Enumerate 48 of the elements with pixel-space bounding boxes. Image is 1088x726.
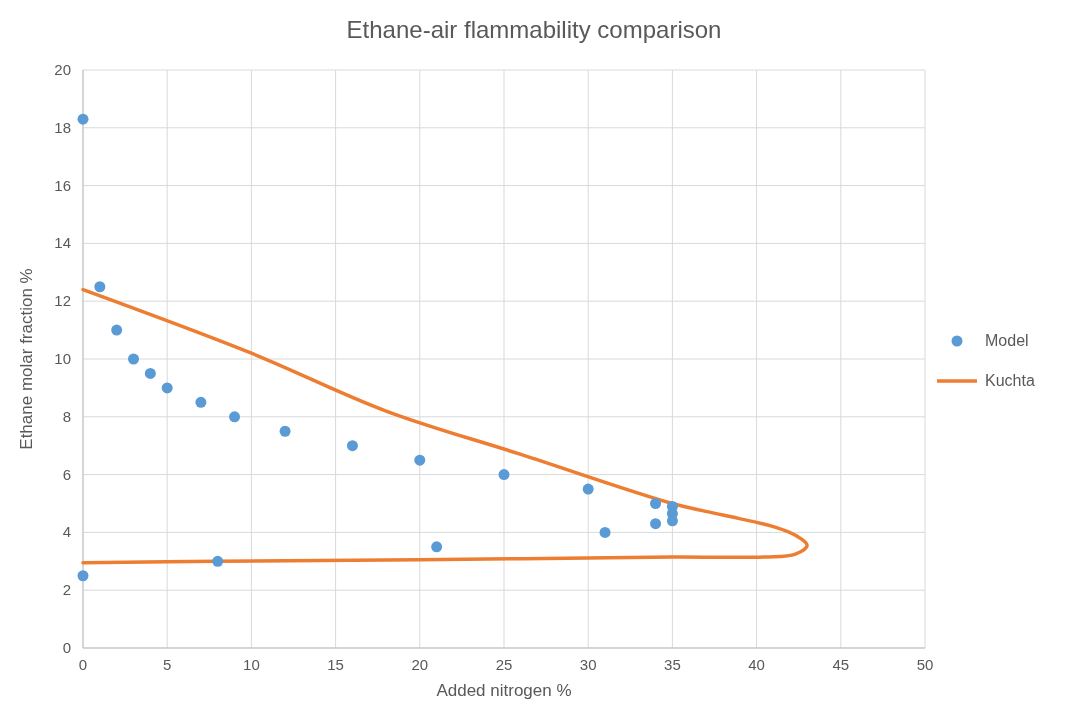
y-axis-title: Ethane molar fraction % — [17, 268, 36, 450]
point — [414, 454, 426, 466]
y-tick-label: 18 — [54, 118, 71, 136]
point — [650, 498, 662, 509]
x-tick-label: 15 — [327, 656, 344, 673]
y-tick-label: 8 — [62, 407, 71, 425]
y-tick-label: 20 — [54, 61, 71, 78]
x-tick-label: 40 — [748, 656, 765, 673]
x-tick-label: 0 — [78, 656, 88, 673]
point — [77, 113, 89, 125]
y-tick-label: 2 — [62, 581, 71, 599]
point — [111, 324, 123, 336]
y-tick-label: 6 — [62, 465, 71, 483]
x-tick-label: 10 — [243, 656, 260, 673]
y-tick-label: 0 — [62, 639, 71, 656]
point — [195, 396, 207, 408]
chart-title: Ethane-air flammability comparison — [346, 16, 722, 43]
x-axis-title: Added nitrogen % — [436, 681, 572, 700]
x-tick-label: 5 — [163, 656, 172, 673]
x-tick-label: 50 — [916, 656, 934, 673]
line-series — [81, 287, 809, 565]
point — [212, 555, 224, 567]
x-tick-label: 25 — [495, 656, 513, 673]
point — [346, 440, 358, 452]
legend-label: Kuchta — [985, 372, 1035, 389]
x-tick-label: 35 — [664, 656, 681, 673]
point — [128, 353, 140, 365]
y-tick-label: 14 — [54, 234, 71, 252]
point — [599, 526, 611, 538]
y-tick-label: 4 — [62, 523, 71, 541]
point — [161, 382, 173, 394]
x-tick-label: 20 — [411, 656, 429, 673]
x-tick-label: 30 — [579, 656, 597, 673]
point — [498, 469, 510, 481]
point — [94, 281, 106, 293]
point — [431, 541, 443, 553]
point — [77, 570, 89, 582]
point — [582, 483, 594, 495]
point — [650, 518, 662, 530]
point — [666, 500, 678, 512]
point — [144, 367, 156, 379]
legend-label: Model — [985, 332, 1029, 349]
y-tick-label: 16 — [54, 176, 71, 194]
point — [229, 411, 241, 423]
point — [279, 425, 291, 437]
x-tick-label: 45 — [832, 656, 850, 673]
y-tick-label: 12 — [54, 292, 71, 310]
y-tick-label: 10 — [54, 350, 71, 367]
